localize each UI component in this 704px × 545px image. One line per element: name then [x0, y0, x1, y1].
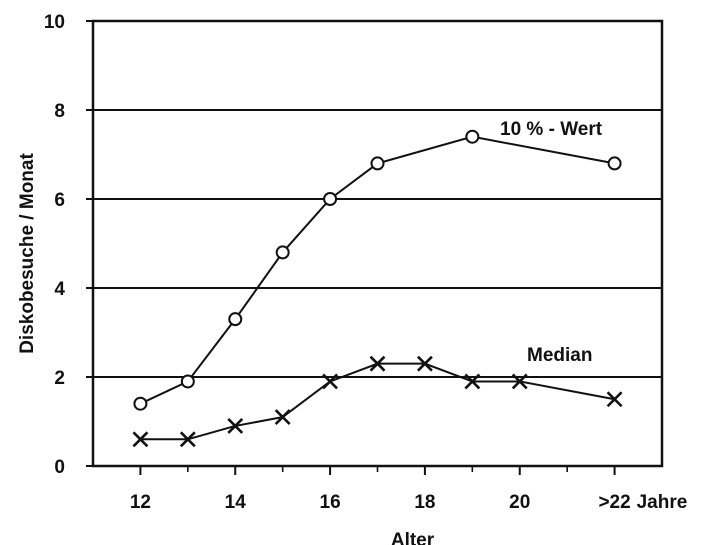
- series-1-point-7: [464, 373, 481, 390]
- gridlines: [93, 109, 662, 378]
- x-marker-stroke: [464, 373, 481, 390]
- x-marker-stroke: [227, 418, 244, 434]
- series-1-point-1: [179, 431, 196, 448]
- series-1-point-3: [274, 409, 291, 425]
- x-tick-label-22: >22: [598, 492, 630, 513]
- x-tick-label-16: 16: [320, 492, 341, 513]
- series-line-1: [140, 362, 615, 441]
- series-1-point-9: [606, 391, 623, 408]
- x-axis-ticks: 12 14 16 18 20 >22: [130, 466, 631, 513]
- series-0-point-2: [228, 312, 243, 327]
- x-marker-stroke: [369, 355, 386, 372]
- y-axis-title: Diskobesuche / Monat: [17, 153, 38, 354]
- series-1-point-2: [227, 418, 244, 434]
- y-tick-label-8: 8: [54, 101, 65, 122]
- x-tick-label-14: 14: [225, 492, 247, 513]
- series-1-point-5: [369, 355, 386, 372]
- series-0-point-0: [133, 396, 148, 411]
- x-marker-stroke: [606, 391, 623, 408]
- series-0-point-1: [180, 374, 195, 389]
- x-axis-unit-label: Jahre: [637, 492, 688, 513]
- x-marker-stroke: [132, 431, 149, 448]
- x-marker-stroke: [274, 409, 291, 425]
- y-tick-label-0: 0: [54, 457, 65, 478]
- series-line-0: [139, 135, 615, 405]
- y-tick-label-2: 2: [54, 368, 65, 389]
- series-1-point-8: [511, 373, 528, 390]
- series-0-point-5: [370, 156, 385, 171]
- y-axis-ticks: 0 2 4 6 8 10: [44, 12, 93, 478]
- series-1-point-0: [132, 431, 149, 448]
- series-0-point-4: [323, 192, 338, 206]
- series-0-point-3: [275, 245, 290, 260]
- x-marker-stroke: [511, 373, 528, 390]
- series-label-10-percent: 10 % - Wert: [500, 119, 603, 140]
- x-marker-stroke: [322, 373, 339, 390]
- series-label-median: Median: [527, 345, 592, 366]
- x-axis-title: Alter: [391, 530, 435, 545]
- series-0-point-7: [607, 156, 622, 171]
- x-marker-stroke: [416, 355, 433, 372]
- x-marker-stroke: [179, 431, 196, 448]
- y-tick-label-10: 10: [44, 12, 65, 33]
- y-tick-label-4: 4: [54, 279, 65, 300]
- series-layer: [132, 129, 623, 448]
- x-tick-label-20: 20: [509, 492, 530, 513]
- x-tick-label-12: 12: [130, 492, 151, 513]
- x-tick-label-18: 18: [414, 492, 435, 513]
- plot-frame: [91, 19, 664, 468]
- series-0-point-6: [465, 129, 480, 144]
- series-1-point-4: [322, 373, 339, 390]
- series-1-point-6: [416, 355, 433, 372]
- y-tick-label-6: 6: [54, 190, 65, 211]
